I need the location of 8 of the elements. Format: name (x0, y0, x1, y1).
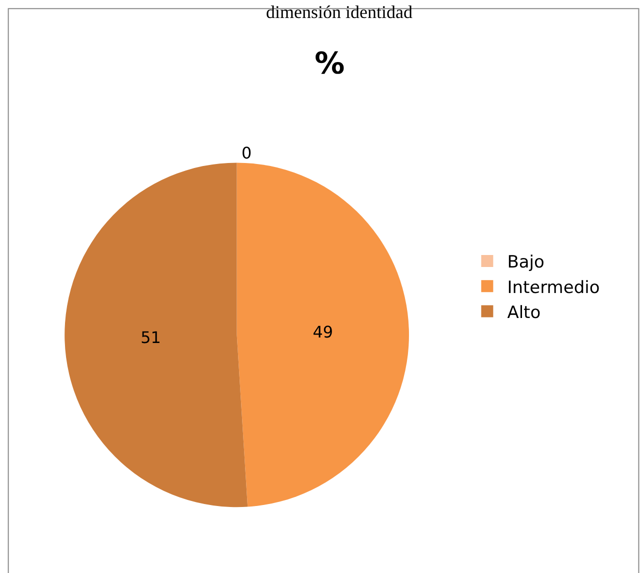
legend-label: Bajo (507, 252, 544, 273)
data-label: 51 (140, 328, 161, 348)
chart-title: % (314, 46, 345, 82)
legend-label: Intermedio (507, 278, 600, 298)
text: dimensión identidad (266, 2, 412, 22)
legend-label: Alto (507, 302, 541, 323)
data-label: 49 (312, 322, 334, 342)
text: 0 (242, 144, 252, 163)
